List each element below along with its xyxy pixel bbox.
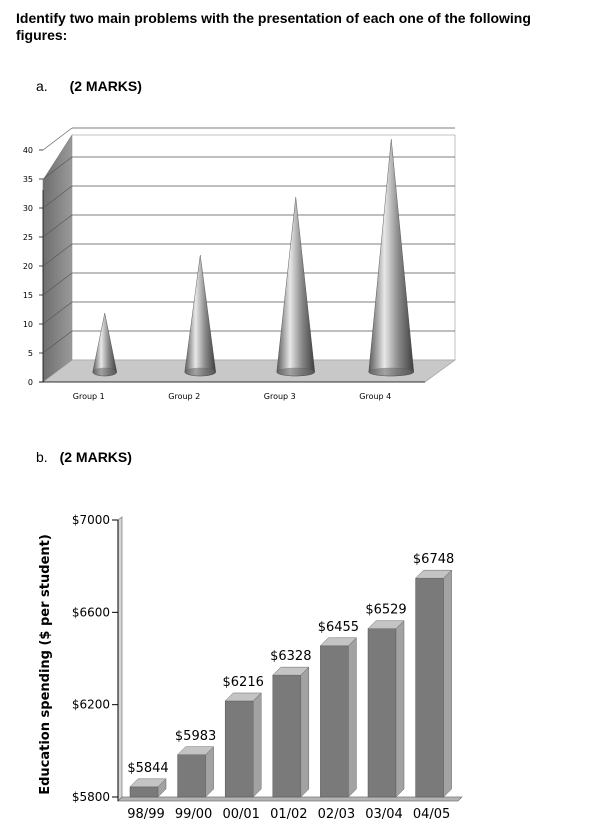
cone-chart-category-label: Group 4 xyxy=(359,392,391,401)
cone-base xyxy=(92,367,117,377)
spending-chart-category-label: 04/05 xyxy=(413,807,450,822)
part-b-letter: b. xyxy=(36,449,48,465)
spending-chart-category-label: 02/03 xyxy=(318,807,355,822)
spending-bar-top xyxy=(129,778,167,788)
cone-chart-category-label: Group 2 xyxy=(168,392,200,401)
spending-bar-top xyxy=(176,746,215,756)
spending-bar-side xyxy=(443,569,452,798)
cone-chart-category-label: Group 3 xyxy=(264,392,296,401)
cone-bar xyxy=(276,196,315,377)
part-b-marks: (2 MARKS) xyxy=(59,449,132,465)
spending-chart-category-label: 98/99 xyxy=(127,807,164,822)
spending-bar-side xyxy=(300,666,310,798)
part-a-letter: a. xyxy=(36,78,48,94)
spending-chart-category-label: 01/02 xyxy=(270,807,307,822)
spending-bar-front xyxy=(129,786,159,798)
spending-bar-top xyxy=(272,666,310,676)
cone-chart-marks xyxy=(92,138,414,377)
cone-chart-y-tick-label: 20 xyxy=(23,262,33,271)
cone-bar xyxy=(184,254,216,377)
cone-chart-side-wall xyxy=(42,133,73,383)
cone-chart-y-tick-label: 0 xyxy=(28,378,33,387)
spending-bar-front xyxy=(367,628,397,798)
spending-chart-category-label: 03/04 xyxy=(365,807,402,822)
cone-bar xyxy=(368,138,414,377)
cone-chart-y-tick-label: 35 xyxy=(23,175,33,184)
cone-chart-category-label: Group 1 xyxy=(73,392,105,401)
cone-chart-y-tick-label: 15 xyxy=(23,291,33,300)
spending-chart: $5800 $6200 $6600 $7000 Education spending (… xyxy=(38,513,463,822)
cone-chart-gridline-side xyxy=(42,272,73,296)
spending-bar xyxy=(367,620,405,798)
cone-chart-gridline-side xyxy=(42,214,73,238)
cone-chart-gridline-side xyxy=(42,156,73,180)
spending-bar-top xyxy=(367,620,405,629)
cone-chart-gridline-side xyxy=(42,127,73,151)
cone-base xyxy=(184,367,216,377)
spending-chart-y-tick-label: $6200 xyxy=(72,698,110,712)
cone-chart-y-tick-label: 10 xyxy=(23,320,33,329)
cone-chart-y-tick-label: 40 xyxy=(23,146,33,155)
spending-bar-data-label: $5844 xyxy=(127,761,168,776)
spending-bar-data-label: $6455 xyxy=(318,620,359,635)
cone-chart-gridline-side xyxy=(42,301,73,325)
part-a-marks: (2 MARKS) xyxy=(69,78,142,94)
spending-chart-floor xyxy=(117,796,463,802)
question-text: Identify two main problems with the pres… xyxy=(16,10,531,43)
cone-chart-y-tick-label: 30 xyxy=(23,204,33,213)
spending-bar-side xyxy=(395,620,405,798)
spending-chart-y-tick-label: $5800 xyxy=(72,790,110,804)
spending-bar-front xyxy=(415,577,444,798)
cone-chart-y-tick-label: 5 xyxy=(28,349,33,358)
spending-bar-data-label: $6529 xyxy=(365,603,406,618)
spending-chart-labels: $5800 $6200 $6600 $7000 Education spending (… xyxy=(38,513,454,822)
cone-base xyxy=(368,367,414,377)
cone-bar xyxy=(92,312,117,377)
spending-bar-side xyxy=(348,637,357,798)
spending-bar xyxy=(272,666,310,798)
spending-bar xyxy=(224,692,262,798)
spending-bar-front xyxy=(272,674,302,798)
spending-bar-front xyxy=(224,700,254,798)
spending-chart-category-label: 00/01 xyxy=(222,807,259,822)
spending-chart-y-tick-label: $6600 xyxy=(72,605,110,619)
spending-bar xyxy=(176,746,215,798)
spending-chart-category-label: 99/00 xyxy=(175,807,212,822)
spending-bar-top xyxy=(224,692,262,702)
spending-bar-top xyxy=(319,637,358,647)
cone-chart-gridline-side xyxy=(42,330,73,354)
spending-chart-wall xyxy=(117,516,123,802)
spending-chart-frame xyxy=(112,516,463,802)
spending-bar xyxy=(129,778,167,798)
part-b-heading: b. (2 MARKS) xyxy=(36,449,132,465)
spending-bar-side xyxy=(252,692,262,798)
spending-bar xyxy=(319,637,358,798)
cone-chart-gridline-side xyxy=(42,243,73,267)
spending-bar-front xyxy=(177,754,206,798)
cone-chart: 0 5 10 15 20 25 30 35 40 Group 1 Group 2 Group 3 Gro… xyxy=(23,127,456,401)
spending-bar-top xyxy=(414,569,453,579)
cone-chart-labels: 0 5 10 15 20 25 30 35 40 Group 1 Group 2 Group 3 Gro… xyxy=(23,146,391,401)
spending-chart-y-tick-label: $7000 xyxy=(72,513,110,527)
cone-chart-gridline-side xyxy=(42,185,73,209)
spending-bar-side xyxy=(205,746,214,798)
spending-bar-data-label: $6216 xyxy=(223,675,264,690)
spending-bar-front xyxy=(320,645,349,798)
spending-bar-data-label: $5983 xyxy=(175,729,216,744)
cone-chart-y-tick-label: 25 xyxy=(23,233,33,242)
spending-bar-data-label: $6748 xyxy=(413,552,454,567)
spending-chart-marks xyxy=(129,569,453,798)
spending-chart-y-axis-label: Education spending ($ per student) xyxy=(38,534,53,795)
spending-bar-data-label: $6328 xyxy=(270,649,311,664)
spending-bar xyxy=(414,569,453,798)
part-a-heading: a. (2 MARKS) xyxy=(36,78,142,94)
cone-base xyxy=(276,367,315,377)
